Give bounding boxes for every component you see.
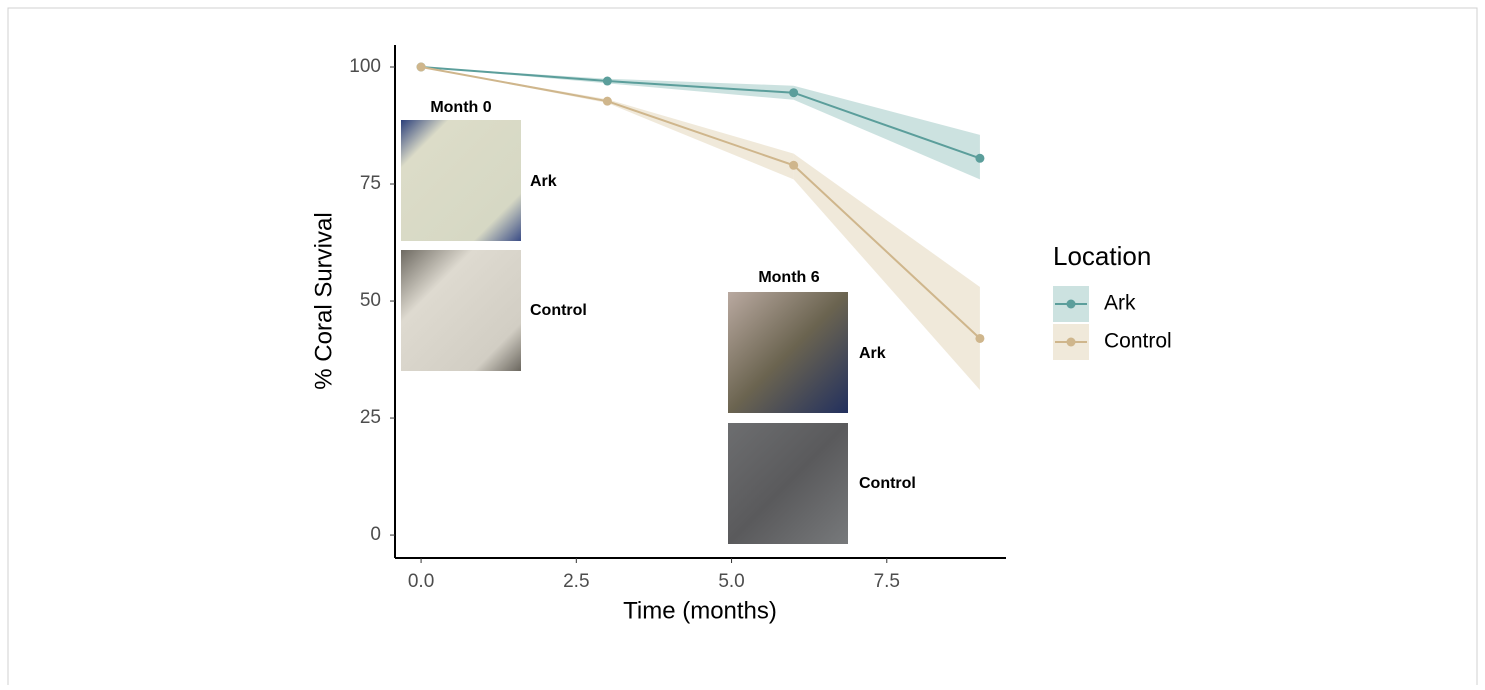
data-point <box>602 76 612 86</box>
series-line <box>420 66 981 340</box>
y-tick-label: 25 <box>360 407 381 428</box>
x-tick-label: 5.0 <box>718 571 744 592</box>
legend-point <box>1066 337 1076 347</box>
data-point <box>975 333 985 343</box>
y-tick-label: 50 <box>360 290 381 311</box>
inset-photo <box>401 250 521 371</box>
legend-label: Control <box>1104 330 1172 353</box>
y-axis-label: % Coral Survival <box>310 212 337 389</box>
confidence-band <box>793 153 980 390</box>
inset-label: Ark <box>530 173 557 190</box>
legend-label: Ark <box>1104 292 1136 315</box>
legend-point <box>1066 299 1076 309</box>
data-point <box>975 153 985 163</box>
confidence-band <box>607 99 794 180</box>
data-point <box>416 62 426 72</box>
data-point <box>789 88 799 98</box>
inset-photo <box>401 120 521 241</box>
y-tick-label: 100 <box>349 56 381 77</box>
inset-title: Month 0 <box>430 99 491 116</box>
frame <box>7 7 1478 690</box>
y-tick-label: 0 <box>370 524 381 545</box>
inset-title: Month 6 <box>758 269 819 286</box>
inset-label: Ark <box>859 345 886 362</box>
data-point <box>789 160 799 170</box>
legend-title: Location <box>1053 241 1151 271</box>
inset-photo <box>728 292 848 413</box>
y-tick-label: 75 <box>360 173 381 194</box>
x-tick-label: 0.0 <box>408 571 434 592</box>
x-axis-label: Time (months) <box>623 597 777 624</box>
confidence-band <box>793 85 980 180</box>
confidence-band <box>421 66 608 104</box>
x-tick-label: 2.5 <box>563 571 589 592</box>
x-tick-label: 7.5 <box>874 571 900 592</box>
inset-label: Control <box>859 475 916 492</box>
series-line <box>421 66 981 160</box>
inset-photo <box>728 423 848 544</box>
inset-label: Control <box>530 302 587 319</box>
data-point <box>602 96 612 106</box>
